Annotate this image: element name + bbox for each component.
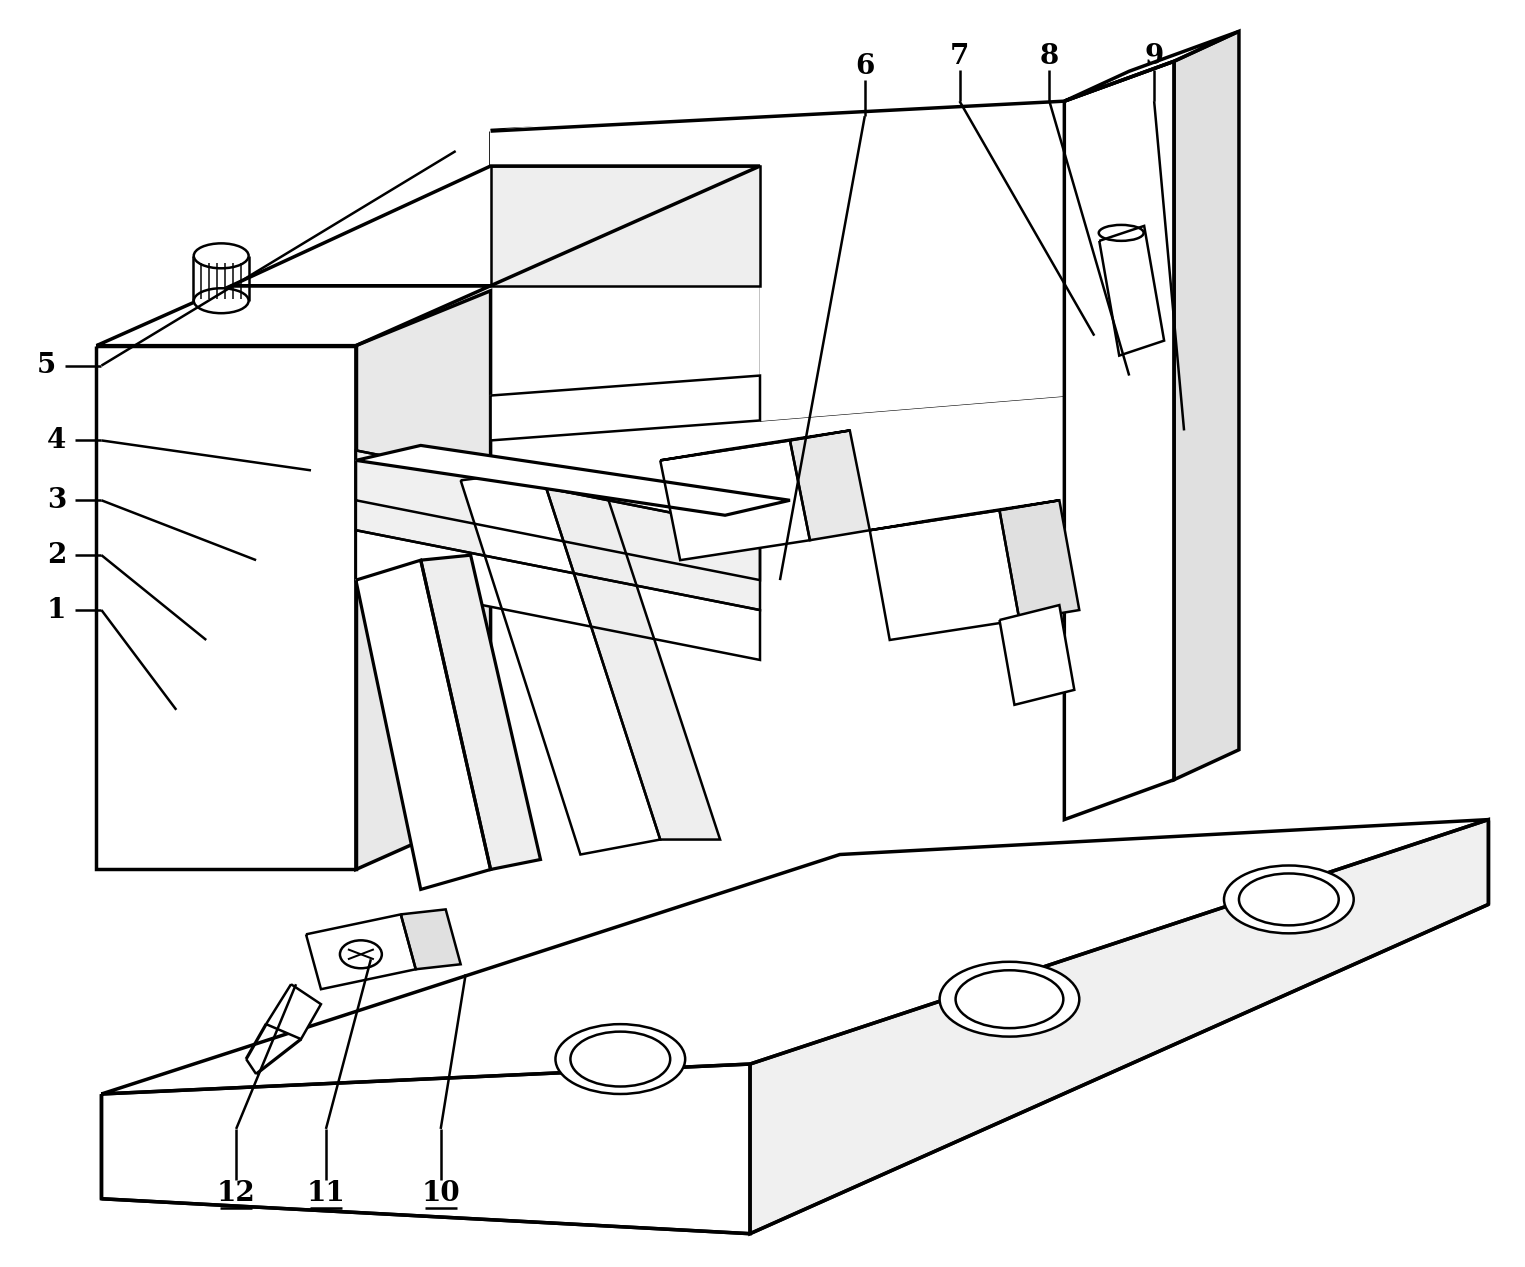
Polygon shape [96, 286, 491, 346]
Polygon shape [96, 346, 355, 869]
Text: 9: 9 [1145, 43, 1164, 70]
Text: 10: 10 [421, 1181, 461, 1207]
Text: 4: 4 [47, 427, 66, 454]
Polygon shape [660, 441, 810, 560]
Polygon shape [355, 446, 790, 516]
Polygon shape [355, 450, 759, 580]
Text: 7: 7 [950, 43, 970, 70]
Polygon shape [265, 984, 320, 1039]
Polygon shape [869, 500, 1060, 530]
Polygon shape [307, 915, 416, 990]
Text: 2: 2 [47, 542, 66, 569]
Ellipse shape [194, 289, 249, 313]
Polygon shape [491, 61, 1174, 131]
Polygon shape [1064, 32, 1238, 101]
Polygon shape [1064, 61, 1174, 820]
Polygon shape [660, 431, 849, 460]
Polygon shape [355, 450, 759, 609]
Ellipse shape [340, 940, 381, 968]
Polygon shape [790, 431, 869, 540]
Polygon shape [491, 166, 759, 286]
Polygon shape [421, 555, 540, 869]
Text: 5: 5 [37, 352, 56, 379]
Polygon shape [1174, 32, 1238, 779]
Polygon shape [869, 511, 1019, 640]
Ellipse shape [1098, 226, 1144, 241]
Polygon shape [491, 375, 759, 441]
Text: 3: 3 [47, 487, 66, 514]
Polygon shape [999, 606, 1074, 704]
Ellipse shape [194, 243, 249, 269]
Polygon shape [491, 101, 1064, 421]
Ellipse shape [1225, 865, 1354, 934]
Text: 11: 11 [307, 1181, 345, 1207]
Polygon shape [401, 910, 461, 969]
Polygon shape [355, 530, 759, 660]
Polygon shape [102, 1064, 750, 1234]
Polygon shape [102, 820, 1488, 1093]
Ellipse shape [939, 962, 1080, 1036]
Polygon shape [1100, 226, 1164, 356]
Polygon shape [232, 166, 759, 286]
Polygon shape [999, 500, 1080, 620]
Polygon shape [461, 470, 660, 854]
Text: 8: 8 [1040, 43, 1058, 70]
Polygon shape [540, 470, 720, 840]
Ellipse shape [555, 1024, 685, 1093]
Text: 12: 12 [217, 1181, 256, 1207]
Polygon shape [355, 290, 491, 869]
Text: 1: 1 [47, 597, 66, 623]
Text: 6: 6 [856, 53, 874, 80]
Polygon shape [355, 560, 491, 889]
Polygon shape [750, 820, 1488, 1234]
